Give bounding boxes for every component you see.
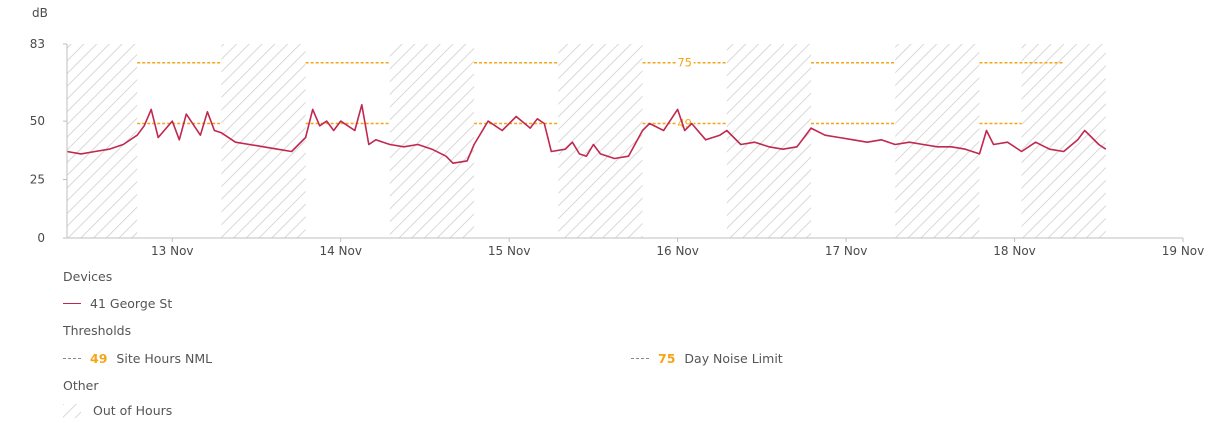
threshold-inline-label: 75 bbox=[677, 56, 692, 70]
legend-devices-heading: Devices bbox=[63, 269, 113, 284]
legend-device-label: 41 George St bbox=[90, 296, 173, 311]
x-tick-label: 17 Nov bbox=[825, 244, 868, 258]
x-tick-label: 18 Nov bbox=[993, 244, 1036, 258]
y-axis-label: dB bbox=[32, 6, 48, 20]
threshold-label-bg bbox=[675, 55, 694, 70]
legend-threshold-item: 75 Day Noise Limit bbox=[631, 351, 783, 366]
out-of-hours-band bbox=[726, 44, 811, 238]
out-of-hours-band bbox=[221, 44, 306, 238]
series-line bbox=[66, 104, 1107, 164]
threshold-value: 49 bbox=[90, 351, 108, 366]
y-tick-label: 83 bbox=[30, 37, 45, 51]
legend-out-of-hours-item: Out of Hours bbox=[63, 403, 172, 418]
y-tick-label: 50 bbox=[30, 114, 45, 128]
threshold-label: Day Noise Limit bbox=[684, 351, 783, 366]
legend-threshold-item: 49 Site Hours NML bbox=[63, 351, 212, 366]
y-tick-label: 0 bbox=[37, 231, 45, 245]
out-of-hours-band bbox=[558, 44, 643, 238]
threshold-value: 75 bbox=[658, 351, 676, 366]
out-of-hours-band bbox=[1021, 44, 1106, 238]
device-line-swatch bbox=[63, 303, 81, 304]
out-of-hours-band bbox=[895, 44, 980, 238]
x-tick-label: 19 Nov bbox=[1162, 244, 1205, 258]
x-tick-label: 15 Nov bbox=[488, 244, 531, 258]
out-of-hours-band bbox=[67, 44, 138, 238]
out-of-hours-band bbox=[389, 44, 475, 238]
hatch-swatch bbox=[63, 403, 81, 418]
y-tick-label: 25 bbox=[30, 173, 45, 187]
x-tick-label: 16 Nov bbox=[656, 244, 699, 258]
legend-device-item: 41 George St bbox=[63, 296, 172, 311]
threshold-dash-swatch bbox=[631, 358, 649, 359]
legend-other-heading: Other bbox=[63, 378, 99, 393]
threshold-dash-swatch bbox=[63, 358, 81, 359]
out-of-hours-label: Out of Hours bbox=[93, 403, 173, 418]
x-tick-label: 13 Nov bbox=[151, 244, 194, 258]
x-tick-label: 14 Nov bbox=[319, 244, 362, 258]
legend-thresholds-heading: Thresholds bbox=[63, 323, 132, 338]
threshold-label: Site Hours NML bbox=[116, 351, 213, 366]
